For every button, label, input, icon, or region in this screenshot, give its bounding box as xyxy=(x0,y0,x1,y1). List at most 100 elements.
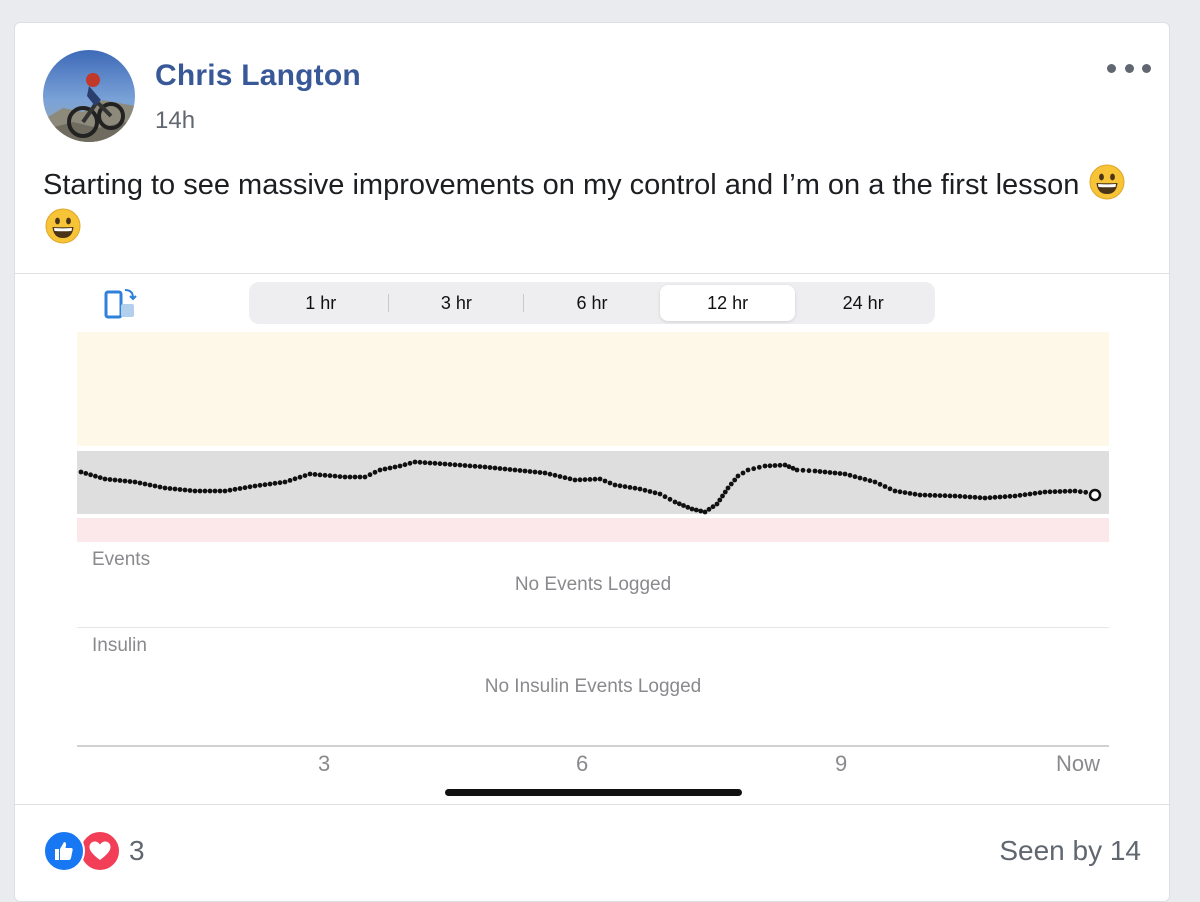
tab-3hr[interactable]: 3 hr xyxy=(389,285,525,321)
glucose-reading-dot xyxy=(582,477,588,482)
glucose-reading-dot xyxy=(83,471,89,476)
like-icon xyxy=(43,830,85,872)
x-axis-line xyxy=(77,745,1109,747)
grinning-face-emoji-icon xyxy=(1089,164,1125,200)
tab-24hr[interactable]: 24 hr xyxy=(842,292,884,313)
glucose-reading-dot xyxy=(1057,489,1063,494)
glucose-reading-dot xyxy=(387,465,393,471)
x-tick-label: 9 xyxy=(835,751,848,776)
reaction-summary[interactable]: 3 xyxy=(43,829,145,873)
glucose-reading-dot xyxy=(172,486,178,492)
glucose-reading-dot xyxy=(762,463,768,469)
glucose-reading-dot xyxy=(102,476,108,482)
glucose-reading-dot xyxy=(402,462,408,468)
glucose-reading-dot xyxy=(745,467,751,473)
glucose-reading-dot xyxy=(992,494,998,500)
glucose-reading-dot xyxy=(702,509,708,515)
glucose-reading-dot xyxy=(647,489,653,494)
glucose-screenshot[interactable]: 1 hr 3 hr 6 hr 12 hr 24 hr Events No Eve… xyxy=(15,273,1169,805)
glucose-reading-dot xyxy=(897,489,903,495)
glucose-reading-dot xyxy=(332,473,338,479)
glucose-reading-dot xyxy=(806,468,812,474)
glucose-reading-dot xyxy=(632,485,638,491)
glucose-reading-dot xyxy=(527,469,533,474)
glucose-trace xyxy=(78,459,1089,515)
glucose-reading-dot xyxy=(1017,492,1023,498)
glucose-reading-dot xyxy=(182,487,188,493)
seen-by-count[interactable]: Seen by 14 xyxy=(999,835,1141,866)
glucose-reading-dot xyxy=(857,475,863,481)
glucose-reading-dot xyxy=(512,467,518,473)
glucose-reading-dot xyxy=(932,493,938,498)
glucose-reading-dot xyxy=(740,470,746,476)
glucose-reading-dot xyxy=(287,478,293,483)
glucose-reading-dot xyxy=(977,495,983,501)
glucose-reading-dot xyxy=(177,487,183,492)
glucose-reading-dot xyxy=(642,487,648,493)
glucose-reading-dot xyxy=(257,482,263,488)
glucose-reading-dot xyxy=(587,477,593,482)
glucose-reading-dot xyxy=(292,476,298,482)
glucose-reading-dot xyxy=(942,493,948,499)
more-dot-icon xyxy=(1124,63,1134,73)
glucose-reading-dot xyxy=(887,486,893,492)
glucose-reading-dot xyxy=(442,461,448,467)
glucose-reading-dot xyxy=(725,485,731,491)
glucose-reading-dot xyxy=(487,465,493,470)
glucose-reading-dot xyxy=(1012,493,1018,499)
author-name[interactable]: Chris Langton xyxy=(155,59,361,92)
glucose-reading-dot xyxy=(372,469,378,475)
glucose-reading-dot xyxy=(714,501,720,507)
glucose-graph xyxy=(77,332,1109,542)
glucose-reading-dot xyxy=(912,491,918,497)
glucose-reading-dot xyxy=(837,471,843,476)
glucose-reading-dot xyxy=(937,493,943,498)
more-options-button[interactable] xyxy=(1107,53,1151,83)
glucose-reading-dot xyxy=(892,488,898,494)
glucose-reading-dot xyxy=(612,482,618,488)
glucose-reading-dot xyxy=(1037,490,1043,496)
glucose-reading-dot xyxy=(997,494,1003,500)
avatar[interactable] xyxy=(43,50,135,142)
tab-1hr[interactable]: 1 hr xyxy=(253,285,389,321)
glucose-reading-dot xyxy=(302,473,308,478)
glucose-reading-dot xyxy=(602,478,608,484)
glucose-reading-dot xyxy=(462,463,468,468)
glucose-reading-dot xyxy=(202,488,208,494)
glucose-reading-dot xyxy=(862,476,868,482)
tab-6hr[interactable]: 6 hr xyxy=(576,292,608,313)
glucose-reading-dot xyxy=(422,460,428,466)
glucose-reading-dot xyxy=(397,463,403,469)
glucose-reading-dot xyxy=(627,485,633,490)
glucose-reading-dot xyxy=(952,493,958,499)
rotate-device-icon[interactable] xyxy=(103,286,139,322)
glucose-reading-dot xyxy=(117,478,123,483)
glucose-reading-dot xyxy=(735,473,741,479)
glucose-reading-dot xyxy=(717,497,723,503)
glucose-reading-dot xyxy=(877,481,883,487)
more-dot-icon xyxy=(1107,63,1116,73)
glucose-reading-dot xyxy=(447,462,453,467)
post-timestamp[interactable]: 14h xyxy=(155,107,196,134)
glucose-reading-dot xyxy=(552,472,558,478)
glucose-reading-dot xyxy=(706,506,712,512)
glucose-reading-dot xyxy=(347,474,353,480)
glucose-reading-dot xyxy=(212,488,218,494)
tab-12hr[interactable]: 12 hr xyxy=(659,285,796,321)
glucose-reading-dot xyxy=(427,460,433,466)
glucose-reading-dot xyxy=(867,478,873,484)
glucose-reading-dot xyxy=(467,463,473,469)
glucose-reading-dot xyxy=(689,506,695,512)
glucose-reading-dot xyxy=(122,478,128,484)
glucose-reading-dot xyxy=(207,488,213,494)
glucose-reading-dot xyxy=(472,463,478,469)
glucose-reading-dot xyxy=(577,477,583,483)
glucose-reading-dot xyxy=(392,464,398,470)
glucose-reading-dot xyxy=(162,485,168,491)
insulin-label: Insulin xyxy=(92,635,147,656)
glucose-reading-dot xyxy=(698,508,704,514)
glucose-reading-dot xyxy=(157,484,163,490)
glucose-reading-dot xyxy=(307,471,313,477)
glucose-reading-dot xyxy=(93,473,98,479)
glucose-reading-dot xyxy=(282,479,288,485)
